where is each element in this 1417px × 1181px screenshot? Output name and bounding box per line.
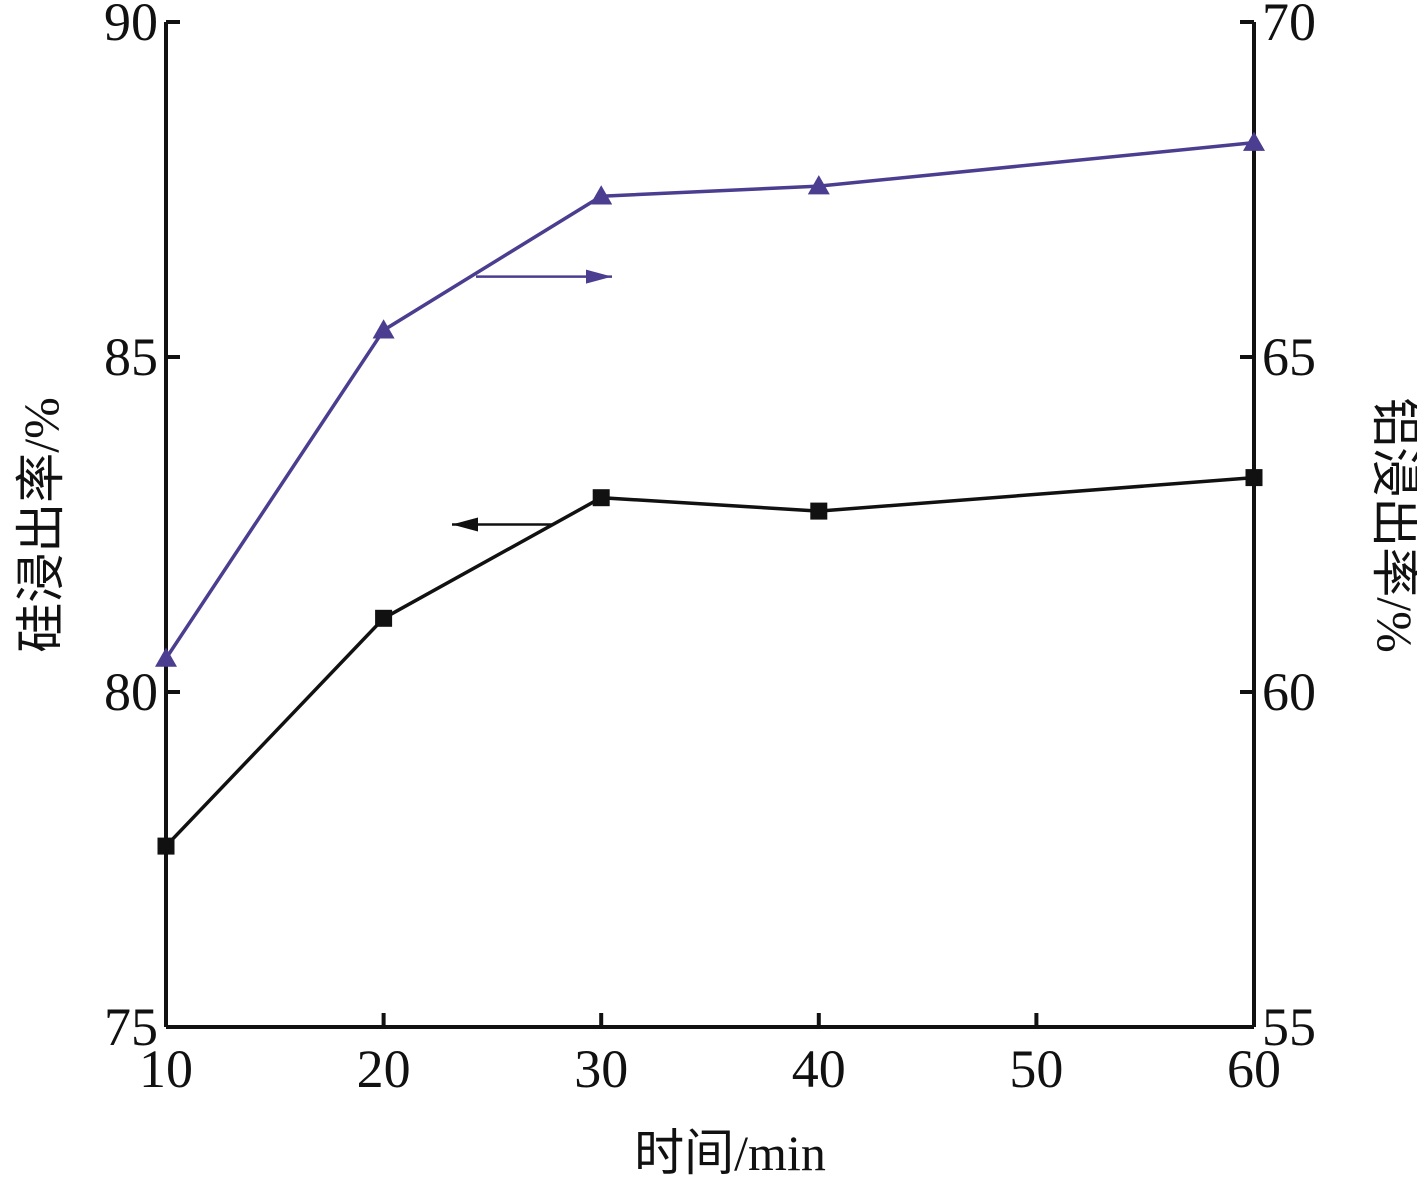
- x-tick-label: 20: [357, 1039, 411, 1099]
- x-tick-label: 10: [139, 1039, 193, 1099]
- data-point-triangle: [590, 185, 613, 205]
- left-y-tick-label: 85: [104, 327, 158, 387]
- data-point-square: [375, 609, 393, 627]
- left-y-tick-label: 80: [104, 662, 158, 722]
- data-point-triangle: [155, 647, 177, 667]
- x-tick-label: 60: [1227, 1039, 1281, 1099]
- data-point-square: [810, 502, 828, 520]
- left-y-axis-title: 硅浸出率/%: [13, 397, 69, 653]
- right-y-tick-label: 65: [1262, 327, 1316, 387]
- data-point-triangle: [1243, 131, 1265, 151]
- data-point-square: [1245, 469, 1263, 487]
- right-axis-arrow-head: [586, 269, 612, 284]
- data-point-square: [592, 489, 610, 507]
- left-y-tick-label: 75: [104, 997, 158, 1057]
- left-axis-arrow-head: [452, 517, 478, 532]
- data-point-square: [157, 837, 175, 855]
- data-point-triangle: [372, 319, 395, 339]
- series-line-right: [164, 140, 1255, 660]
- data-point-triangle: [807, 175, 830, 195]
- right-y-tick-label: 70: [1262, 0, 1316, 52]
- right-y-tick-label: 55: [1262, 997, 1316, 1057]
- plot-area: [155, 131, 1265, 855]
- left-y-tick-label: 90: [104, 0, 158, 52]
- series-line-left: [164, 475, 1255, 848]
- x-axis-title: 时间/min: [634, 1125, 826, 1181]
- right-y-axis-title: 铝浸出率/%: [1367, 397, 1417, 653]
- x-tick-label: 30: [574, 1039, 628, 1099]
- right-y-tick-label: 60: [1262, 662, 1316, 722]
- x-tick-label: 40: [792, 1039, 846, 1099]
- x-tick-label: 50: [1009, 1039, 1063, 1099]
